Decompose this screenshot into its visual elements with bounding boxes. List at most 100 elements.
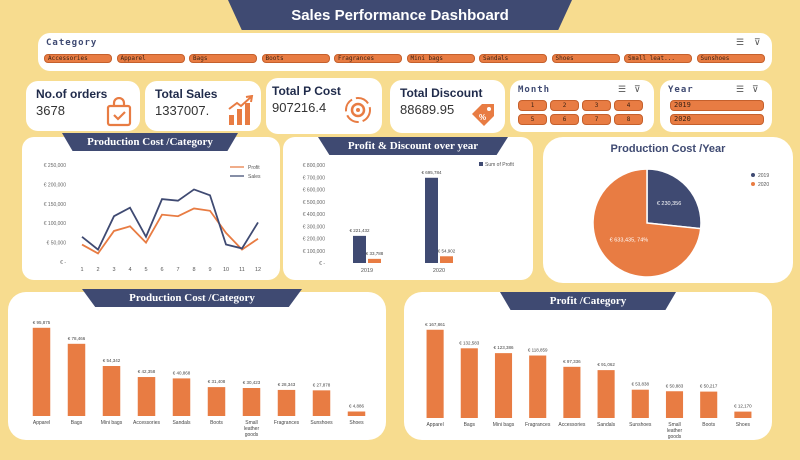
pie-slice <box>646 168 702 230</box>
bar-growth-icon <box>228 95 254 125</box>
year-chip-2020[interactable]: 2020 <box>670 114 764 125</box>
category-chip[interactable]: Accessories <box>44 54 112 63</box>
legend-label: Sales <box>248 174 261 180</box>
year-slicer: Year ☰ ⊽ 2019 2020 <box>660 80 772 132</box>
year-multi-select-icon[interactable]: ☰ <box>736 84 745 94</box>
month-multi-select-icon[interactable]: ☰ <box>618 84 627 94</box>
bar <box>353 235 366 263</box>
y-tick-label: € 300,000 <box>303 224 325 230</box>
month-chip[interactable]: 5 <box>518 114 547 125</box>
year-clear-filter-icon[interactable]: ⊽ <box>752 84 759 94</box>
kpi-discount-label: Total Discount <box>400 86 483 100</box>
bar <box>631 389 649 418</box>
kpi-sales-value: 1337007. <box>155 103 210 118</box>
bar <box>102 366 121 416</box>
x-tick-label: Apparel <box>426 422 443 428</box>
x-tick-label: 8 <box>192 267 195 273</box>
bar <box>440 256 453 263</box>
svg-text:%: % <box>479 113 486 122</box>
x-tick-label: 11 <box>239 267 245 273</box>
bar-value-label: € 30,423 <box>243 380 261 385</box>
bar-value-label: € 12,170 <box>734 404 752 409</box>
bar <box>460 348 478 418</box>
kpi-orders-card: No.of orders 3678 <box>26 81 140 131</box>
category-chip[interactable]: Fragrances <box>334 54 402 63</box>
month-chip[interactable]: 4 <box>614 100 643 111</box>
pie-title: Production Cost /Year <box>611 143 727 155</box>
year-chip-2019[interactable]: 2019 <box>670 100 764 111</box>
month-chip[interactable]: 7 <box>582 114 611 125</box>
x-tick-label: leather <box>244 426 260 432</box>
x-tick-label: Small <box>668 422 681 428</box>
x-tick-label: Shoes <box>736 422 751 428</box>
month-chip[interactable]: 1 <box>518 100 547 111</box>
gear-cycle-icon <box>345 97 371 123</box>
bar <box>563 366 581 418</box>
bar <box>368 258 381 263</box>
bar-value-label: € 42,358 <box>138 369 156 374</box>
bar <box>207 387 226 416</box>
bar-value-label: € 27,878 <box>313 382 331 387</box>
kpi-discount-card: Total Discount 88689.95 % <box>390 80 505 133</box>
category-slicer-title: Category <box>46 38 98 48</box>
bar-value-label: € 50,883 <box>666 383 684 388</box>
category-chip[interactable]: Sunshoes <box>696 54 765 63</box>
legend-label: Sum of Profit <box>485 162 515 168</box>
shopping-bag-icon <box>106 97 132 127</box>
bar-value-label: € 118,859 <box>528 348 548 353</box>
cost-bar-title: Production Cost /Category <box>82 289 302 307</box>
bar-value-label: € 40,868 <box>173 370 191 375</box>
bar-value-label: € 91,062 <box>597 362 615 367</box>
cost-bar-chart: € 95,875 Apparel € 78,466 Bags € 54,342 Mini … <box>32 320 366 438</box>
month-chip[interactable]: 2 <box>550 100 579 111</box>
bar-value-label: € 54,342 <box>103 358 121 363</box>
x-tick-label: goods <box>668 434 682 440</box>
category-chip[interactable]: Boots <box>261 54 330 63</box>
bar-value-label: € 132,583 <box>459 340 480 345</box>
multi-select-icon[interactable]: ☰ <box>736 37 745 47</box>
bar <box>67 343 86 416</box>
month-chip[interactable]: 6 <box>550 114 579 125</box>
month-chip[interactable]: 3 <box>582 100 611 111</box>
kpi-orders-value: 3678 <box>36 103 65 118</box>
y-tick-label: € 250,000 <box>44 163 66 169</box>
category-slicer: Category ☰ ⊽ Accessories Apparel Bags Boots… <box>38 33 772 71</box>
category-chip[interactable]: Sandals <box>479 54 547 63</box>
legend-label: 2019 <box>758 173 769 179</box>
month-clear-filter-icon[interactable]: ⊽ <box>634 84 641 94</box>
line-chart: € - € 50,000 € 100,000 € 150,000 € 200,000 € … <box>44 163 261 273</box>
bar <box>494 353 513 418</box>
bar-value-label: € 221,432 <box>349 228 370 233</box>
category-chip[interactable]: Bags <box>189 54 257 63</box>
bar <box>32 327 51 416</box>
clear-filter-icon[interactable]: ⊽ <box>754 37 761 47</box>
series-line <box>81 207 259 255</box>
line-chart-title: Production Cost /Category <box>62 133 238 151</box>
bar <box>426 329 444 418</box>
pie-value-label: € 633,435, 74% <box>610 237 649 243</box>
pie-value-label: € 230,356 <box>657 201 681 207</box>
year-bar-title: Profit & Discount over year <box>318 137 508 155</box>
year-slicer-title: Year <box>668 85 694 95</box>
category-chip[interactable]: Shoes <box>551 54 620 63</box>
category-chip[interactable]: Small leat... <box>624 54 692 63</box>
kpi-pcost-value: 907216.4 <box>272 100 327 115</box>
y-tick-label: € 800,000 <box>303 163 325 169</box>
category-chip[interactable]: Apparel <box>116 54 185 63</box>
x-tick-label: goods <box>245 432 259 438</box>
bar <box>425 177 438 263</box>
y-tick-label: € 50,000 <box>47 241 67 247</box>
y-tick-label: € 600,000 <box>303 188 325 194</box>
x-tick-label: Bags <box>71 420 83 426</box>
y-tick-label: € 150,000 <box>44 202 66 208</box>
month-chip[interactable]: 8 <box>614 114 643 125</box>
y-tick-label: € - <box>319 261 325 267</box>
y-tick-label: € 700,000 <box>303 175 325 181</box>
category-chip[interactable]: Mini bags <box>406 54 475 63</box>
y-tick-label: € 500,000 <box>303 200 325 206</box>
x-tick-label: 12 <box>255 267 261 273</box>
x-tick-label: 5 <box>144 267 147 273</box>
discount-tag-icon: % <box>472 104 494 126</box>
profit-bar-chart: € 167,861 Apparel € 132,583 Bags € 123,386 Mi… <box>425 322 752 440</box>
